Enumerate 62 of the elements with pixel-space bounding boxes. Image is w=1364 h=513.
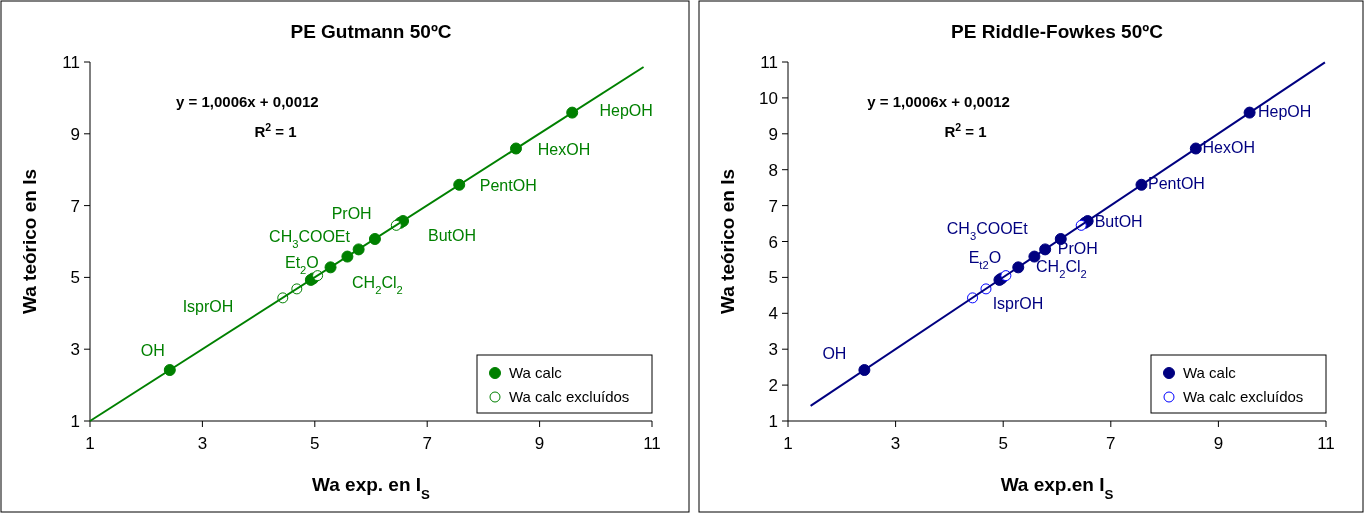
x-tick-label: 9 — [1213, 434, 1224, 453]
chart-title: PE Riddle-Fowkes 50ºC — [951, 21, 1164, 42]
annotation: IsprOH — [182, 298, 234, 316]
annotation: PentOH — [1148, 174, 1205, 192]
x-tick-label: 11 — [643, 434, 661, 453]
annotation: OH — [822, 345, 847, 363]
y-tick-label: 10 — [759, 88, 778, 108]
y-tick-label: 1 — [768, 412, 778, 431]
annotation: Et$_{2}$O — [284, 253, 319, 276]
x-tick-label: 3 — [890, 434, 901, 453]
x-tick-label: 1 — [85, 434, 95, 453]
y-tick-label: 3 — [70, 340, 80, 360]
annotation: CH$_{2}$Cl$_{2}$ — [352, 273, 403, 296]
legend-label: Wa calc — [1183, 364, 1237, 381]
x-tick-label: 5 — [998, 434, 1008, 453]
x-axis-title: Wa exp.en I$_{S}$ — [1000, 474, 1114, 502]
y-axis-title: Wa teórico en Is — [19, 169, 40, 314]
y-tick-label: 6 — [768, 232, 778, 252]
annotation: PrOH — [331, 205, 372, 223]
legend-label: Wa calc excluídos — [509, 388, 630, 405]
annotation: HexOH — [1202, 138, 1256, 156]
annotation: y = 1,0006x + 0,0012 — [867, 93, 1010, 110]
x-axis-title: Wa exp. en I$_{S}$ — [312, 474, 431, 502]
annotation: R$^{2}$ = 1 — [944, 121, 987, 140]
annotation: CH$_{3}$COOEt — [269, 228, 351, 251]
annotation: ButOH — [1094, 213, 1143, 231]
y-tick-label: 5 — [70, 268, 80, 288]
y-axis-title: Wa teórico en Is — [717, 169, 738, 314]
x-tick-label: 7 — [1106, 434, 1116, 453]
x-tick-label: 7 — [422, 434, 432, 453]
annotation: ButOH — [428, 227, 477, 245]
x-tick-label: 3 — [197, 434, 208, 453]
y-tick-label: 8 — [768, 160, 778, 180]
x-tick-label: 1 — [783, 434, 793, 453]
annotation: y = 1,0006x + 0,0012 — [176, 93, 319, 110]
x-tick-label: 11 — [1317, 434, 1335, 453]
y-tick-label: 11 — [62, 53, 80, 72]
y-tick-label: 9 — [70, 124, 80, 144]
y-tick-label: 11 — [760, 53, 778, 72]
y-tick-label: 7 — [70, 196, 80, 216]
chart-title: PE Gutmann 50ºC — [290, 21, 452, 42]
y-tick-label: 7 — [768, 196, 778, 216]
y-tick-label: 2 — [768, 376, 778, 396]
annotation: OH — [140, 342, 165, 360]
annotation: CH$_{3}$COOEt — [946, 220, 1029, 243]
annotation: PentOH — [479, 176, 537, 194]
annotation: IsprOH — [992, 294, 1044, 312]
x-tick-label: 9 — [534, 434, 545, 453]
annotation: CH$_{2}$Cl$_{2}$ — [1036, 257, 1087, 280]
annotation: R$^{2}$ = 1 — [254, 121, 297, 140]
y-tick-label: 5 — [768, 268, 778, 288]
x-tick-label: 5 — [310, 434, 320, 453]
annotation: HepOH — [1257, 102, 1312, 120]
annotation: HexOH — [537, 140, 591, 158]
annotation: E$_{t2}$O — [968, 248, 1002, 271]
y-tick-label: 9 — [768, 124, 778, 144]
y-tick-label: 4 — [768, 304, 778, 324]
y-tick-label: 3 — [768, 340, 778, 360]
y-tick-label: 1 — [70, 412, 80, 431]
legend-label: Wa calc — [509, 364, 563, 381]
annotation: HepOH — [599, 101, 653, 119]
legend-label: Wa calc excluídos — [1183, 388, 1304, 405]
